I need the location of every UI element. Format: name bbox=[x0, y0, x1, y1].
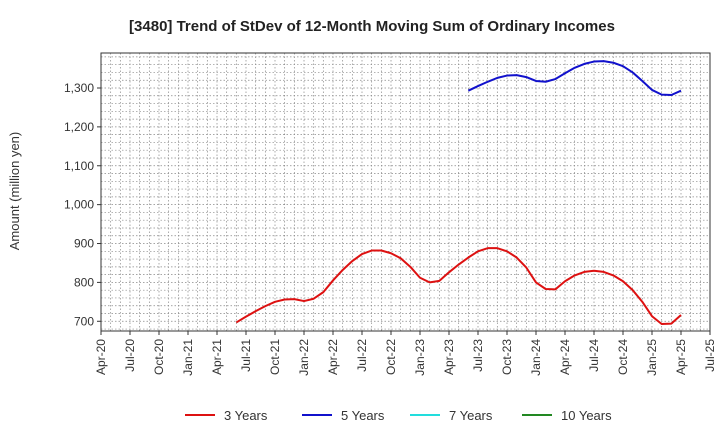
y-tick-label: 1,300 bbox=[64, 81, 94, 95]
x-tick-label: Jan-23 bbox=[413, 339, 427, 376]
x-tick-label: Oct-21 bbox=[268, 339, 282, 375]
x-tick-label: Jan-24 bbox=[529, 339, 543, 376]
legend-label-7-years: 7 Years bbox=[449, 408, 493, 423]
plot-area: 700 800 900 1,000 1,100 1,200 1,300 Apr-20 Jul-2… bbox=[64, 52, 717, 376]
legend-label-3-years: 3 Years bbox=[224, 408, 268, 423]
x-tick-label: Apr-24 bbox=[558, 339, 572, 375]
legend: 3 Years 5 Years 7 Years 10 Years bbox=[185, 408, 612, 423]
x-tick-label: Oct-24 bbox=[616, 339, 630, 375]
x-tick-label: Jul-20 bbox=[123, 339, 137, 372]
x-tick-label: Apr-20 bbox=[94, 339, 108, 375]
y-tick-label: 1,000 bbox=[64, 198, 94, 212]
x-tick-label: Jul-24 bbox=[587, 339, 601, 372]
chart-title: [3480] Trend of StDev of 12-Month Moving… bbox=[129, 18, 615, 35]
x-tick-label: Apr-23 bbox=[442, 339, 456, 375]
x-tick-label: Apr-21 bbox=[210, 339, 224, 375]
y-tick-label: 1,100 bbox=[64, 159, 94, 173]
x-tick-label: Oct-23 bbox=[500, 339, 514, 375]
x-tick-label: Apr-22 bbox=[326, 339, 340, 375]
y-tick-label: 700 bbox=[74, 314, 94, 328]
y-tick-label: 800 bbox=[74, 275, 94, 289]
x-tick-label: Jan-25 bbox=[645, 339, 659, 376]
x-tick-label: Jul-23 bbox=[471, 339, 485, 372]
x-tick-label: Jan-21 bbox=[181, 339, 195, 376]
x-tick-label: Oct-20 bbox=[152, 339, 166, 375]
y-axis-label: Amount (million yen) bbox=[7, 132, 22, 251]
x-tick-label: Apr-25 bbox=[674, 339, 688, 375]
y-tick-label: 1,200 bbox=[64, 120, 94, 134]
x-tick-label: Jul-21 bbox=[239, 339, 253, 372]
plot-background bbox=[101, 53, 710, 331]
legend-label-5-years: 5 Years bbox=[341, 408, 385, 423]
series-line-3-years bbox=[235, 247, 682, 325]
x-tick-label: Jan-22 bbox=[297, 339, 311, 376]
x-tick-label: Oct-22 bbox=[384, 339, 398, 375]
plot-frame bbox=[100, 52, 711, 332]
series-line-5-years bbox=[467, 60, 682, 96]
y-tick-label: 900 bbox=[74, 237, 94, 251]
x-tick-label: Jul-22 bbox=[355, 339, 369, 372]
legend-label-10-years: 10 Years bbox=[561, 408, 612, 423]
x-tick-label: Jul-25 bbox=[703, 339, 717, 372]
